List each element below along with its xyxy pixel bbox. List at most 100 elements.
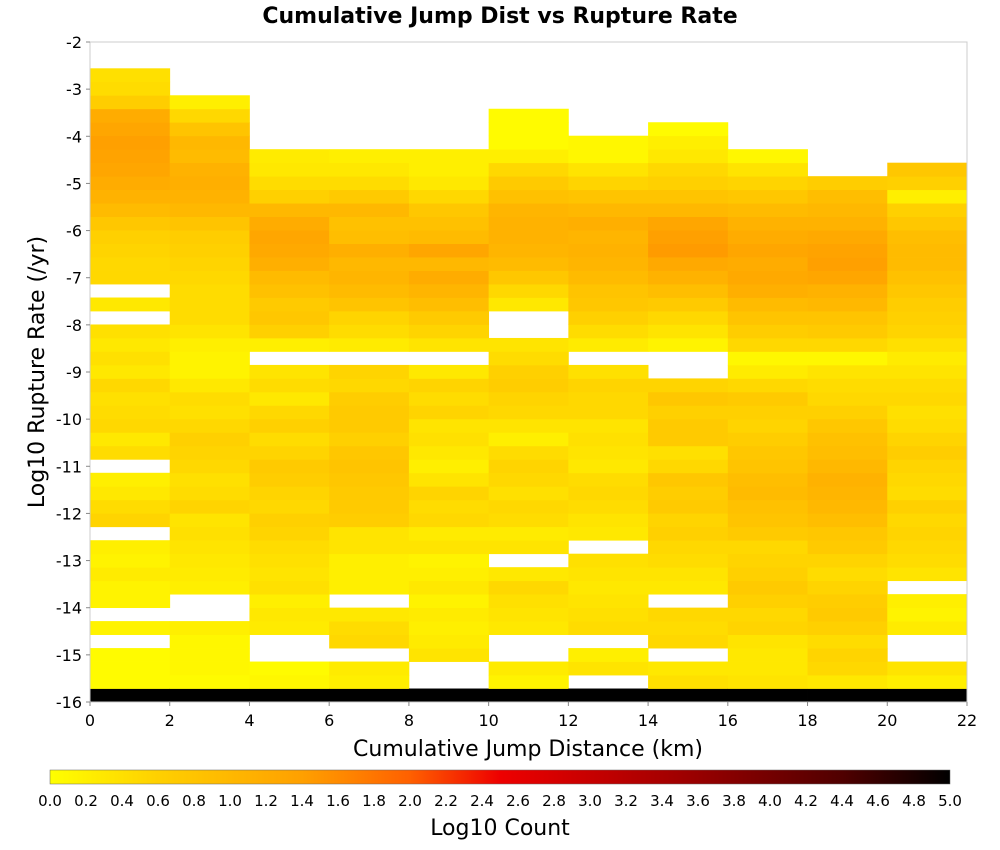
- heatmap-cell: [727, 526, 808, 541]
- heatmap-cell: [807, 526, 888, 541]
- heatmap-cell: [568, 526, 649, 541]
- heatmap-cell: [90, 661, 171, 676]
- heatmap-cell: [727, 445, 808, 460]
- heatmap-cell: [727, 405, 808, 420]
- heatmap-cell: [249, 432, 330, 447]
- heatmap-cell: [90, 122, 171, 137]
- heatmap-cell: [727, 486, 808, 501]
- heatmap-cell: [488, 176, 569, 191]
- heatmap-cell: [488, 364, 569, 379]
- heatmap-cell: [568, 472, 649, 487]
- heatmap-cell: [727, 661, 808, 676]
- heatmap-cell: [90, 257, 171, 271]
- heatmap-cell: [249, 553, 330, 568]
- heatmap-cell: [249, 607, 330, 622]
- heatmap-cell: [408, 405, 490, 420]
- heatmap-cell: [249, 337, 330, 352]
- heatmap-cell: [727, 432, 808, 447]
- heatmap-cell: [90, 405, 171, 420]
- heatmap-cell: [488, 432, 569, 447]
- heatmap-cell: [648, 540, 729, 555]
- heatmap-cell: [887, 324, 968, 339]
- heatmap-cell: [727, 513, 808, 528]
- heatmap-cell: [887, 661, 968, 676]
- heatmap-cell: [169, 162, 250, 177]
- heatmap-cell: [249, 594, 330, 609]
- heatmap-cell: [807, 378, 888, 393]
- colorbar-tick-label: 4.8: [902, 792, 926, 810]
- y-axis-ticks: -2 -3 -4 -5 -6 -7 -8 -9 -10 -11 -12 -13 -14 -15 -16: [56, 33, 90, 712]
- heatmap-cell: [488, 351, 569, 366]
- heatmap-cell: [249, 378, 330, 393]
- heatmap-cell: [329, 405, 410, 420]
- colorbar-tick-label: 2.0: [398, 792, 422, 810]
- heatmap-cell: [169, 378, 250, 393]
- heatmap-cell: [408, 337, 490, 352]
- heatmap-cell: [249, 661, 330, 676]
- heatmap-cell: [887, 418, 968, 433]
- x-tick-label: 6: [324, 711, 334, 730]
- heatmap-cell: [329, 432, 410, 447]
- y-tick-label: -14: [56, 599, 82, 618]
- heatmap-cell: [488, 607, 569, 622]
- heatmap-cell: [807, 243, 888, 258]
- heatmap-cell: [568, 513, 649, 528]
- heatmap-cell: [887, 162, 968, 177]
- heatmap-cell: [807, 257, 888, 271]
- heatmap-cell: [90, 243, 171, 258]
- heatmap-cell: [727, 567, 808, 582]
- heatmap-cell: [169, 391, 250, 406]
- heatmap-cell: [727, 540, 808, 555]
- heatmap-cell: [887, 607, 968, 622]
- heatmap-cell: [408, 526, 490, 541]
- heatmap-cell: [568, 499, 649, 514]
- heatmap-cell: [249, 472, 330, 487]
- heatmap-cell: [648, 621, 729, 635]
- heatmap-cell: [329, 189, 410, 204]
- heatmap-cell: [329, 621, 410, 635]
- heatmap-cell: [648, 472, 729, 487]
- heatmap-cell: [568, 486, 649, 501]
- heatmap-cell: [887, 526, 968, 541]
- heatmap-cell: [329, 243, 410, 258]
- heatmap-cell: [887, 189, 968, 204]
- colorbar-tick-label: 3.8: [722, 792, 746, 810]
- heatmap-cell: [727, 162, 808, 177]
- heatmap-cell: [329, 472, 410, 487]
- heatmap-cell: [887, 432, 968, 447]
- heatmap-cell: [568, 445, 649, 460]
- heatmap-cell: [887, 176, 968, 191]
- heatmap-cell: [488, 230, 569, 244]
- heatmap-cell: [648, 324, 729, 339]
- heatmap-cell: [648, 688, 729, 703]
- heatmap-cell: [727, 216, 808, 231]
- heatmap-cell: [568, 364, 649, 379]
- heatmap-cell: [329, 257, 410, 271]
- heatmap-cell: [887, 364, 968, 379]
- heatmap-cell: [488, 567, 569, 582]
- heatmap-cell: [887, 553, 968, 568]
- heatmap-cell: [249, 189, 330, 204]
- heatmap-cell: [488, 122, 569, 137]
- heatmap-cell: [568, 230, 649, 244]
- heatmap-cell: [488, 621, 569, 635]
- heatmap-cell: [169, 324, 250, 339]
- heatmap-cell: [408, 324, 490, 339]
- y-tick-label: -4: [66, 127, 82, 146]
- heatmap-cell: [90, 540, 171, 555]
- heatmap-cell: [727, 634, 808, 649]
- heatmap-cell: [408, 472, 490, 487]
- heatmap-cell: [568, 270, 649, 285]
- heatmap-cell: [887, 459, 968, 474]
- heatmap-cell: [249, 324, 330, 339]
- heatmap-cell: [568, 594, 649, 609]
- heatmap-cell: [648, 378, 729, 393]
- heatmap-cell: [488, 675, 569, 689]
- heatmap-cell: [807, 189, 888, 204]
- colorbar-tick-label: 3.6: [686, 792, 710, 810]
- heatmap-cell: [329, 270, 410, 285]
- heatmap-cell: [727, 648, 808, 662]
- heatmap-cell: [568, 553, 649, 568]
- heatmap-cell: [807, 459, 888, 474]
- heatmap-cell: [329, 486, 410, 501]
